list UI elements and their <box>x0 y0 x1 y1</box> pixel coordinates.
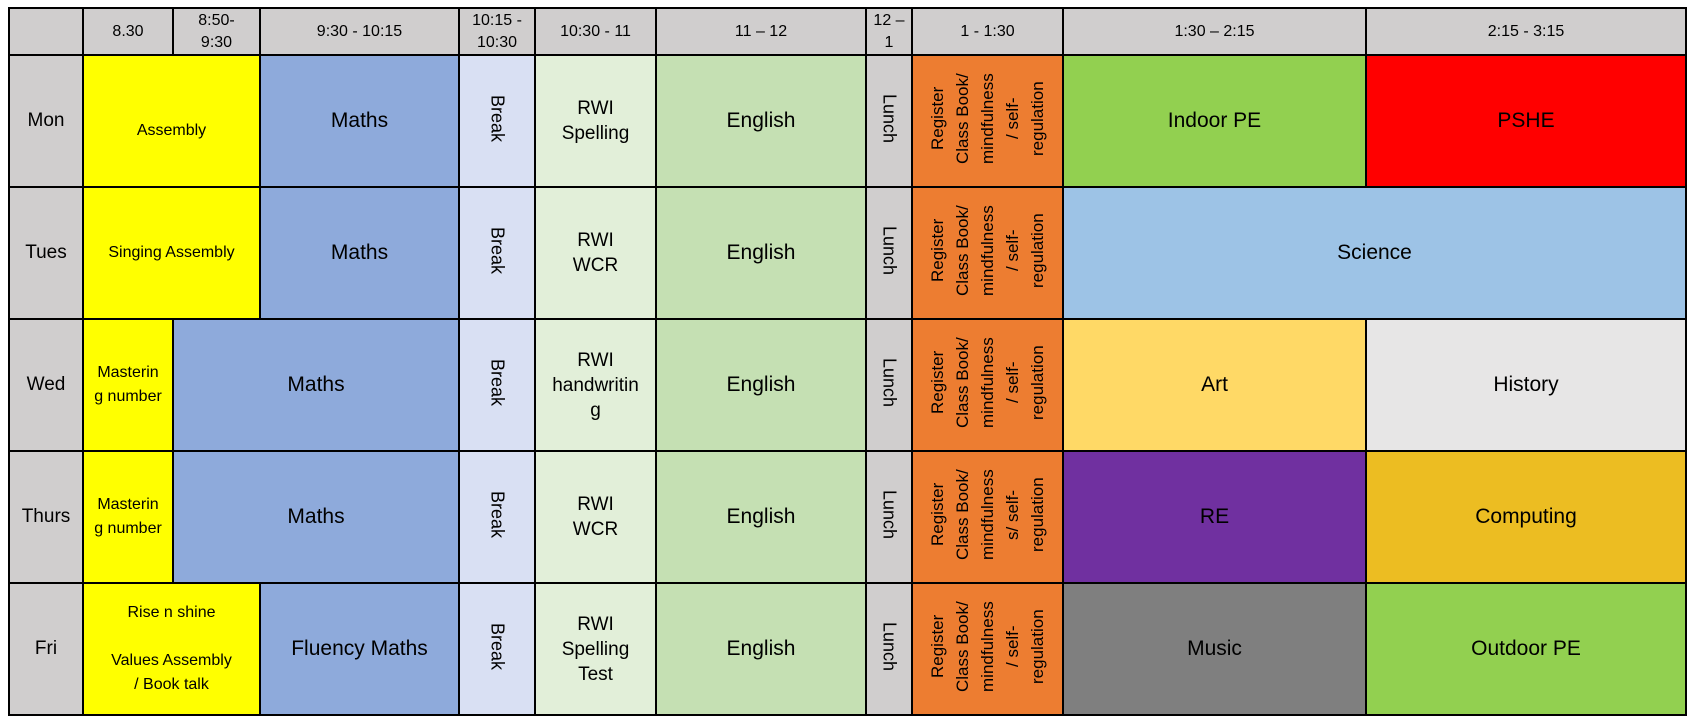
lesson-indoor-pe: Indoor PE <box>1062 54 1367 188</box>
day-label: Tues <box>8 186 84 320</box>
register-label: Register Class Book/ mindfulness s/ self… <box>928 469 1047 560</box>
register-label: Register Class Book/ mindfulness / self-… <box>928 337 1047 428</box>
lunch-label: Lunch <box>879 489 900 540</box>
lesson-art: Art <box>1062 318 1367 452</box>
day-label: Fri <box>8 582 84 716</box>
day-row-fri: Fri Rise n shine Values Assembly / Book … <box>8 582 1687 716</box>
break-label: Break <box>487 622 508 671</box>
header-time-slot: 9:30 - 10:15 <box>259 7 460 56</box>
register-cell: Register Class Book/ mindfulness s/ self… <box>911 450 1064 584</box>
register-cell: Register Class Book/ mindfulness / self-… <box>911 54 1064 188</box>
header-time-slot: 10:15 - 10:30 <box>458 7 536 56</box>
header-time-slot: 11 – 12 <box>655 7 867 56</box>
day-row-wed: Wed Masterin g number Maths Break RWI ha… <box>8 318 1687 452</box>
register-cell: Register Class Book/ mindfulness / self-… <box>911 582 1064 716</box>
register-cell: Register Class Book/ mindfulness / self-… <box>911 186 1064 320</box>
lunch-cell: Lunch <box>865 318 913 452</box>
day-row-thurs: Thurs Masterin g number Maths Break RWI … <box>8 450 1687 584</box>
header-time-slot: 2:15 - 3:15 <box>1365 7 1687 56</box>
header-time-slot: 1 - 1:30 <box>911 7 1064 56</box>
lesson-outdoor-pe: Outdoor PE <box>1365 582 1687 716</box>
register-label: Register Class Book/ mindfulness / self-… <box>928 601 1047 692</box>
break-label: Break <box>487 94 508 143</box>
lunch-cell: Lunch <box>865 186 913 320</box>
header-time-slot: 1:30 – 2:15 <box>1062 7 1367 56</box>
header-corner <box>8 7 84 56</box>
lesson-science: Science <box>1062 186 1687 320</box>
lesson-assembly: Assembly <box>82 54 261 188</box>
lunch-label: Lunch <box>879 93 900 144</box>
register-cell: Register Class Book/ mindfulness / self-… <box>911 318 1064 452</box>
lesson-mastering-number: Masterin g number <box>82 450 174 584</box>
lesson-english: English <box>655 318 867 452</box>
break-label: Break <box>487 358 508 407</box>
day-label: Thurs <box>8 450 84 584</box>
lesson-english: English <box>655 186 867 320</box>
header-time-slot: 8:50- 9:30 <box>172 7 261 56</box>
day-label: Mon <box>8 54 84 188</box>
break-cell: Break <box>458 582 536 716</box>
day-row-mon: Mon Assembly Maths Break RWI Spelling En… <box>8 54 1687 188</box>
timetable: 8.30 8:50- 9:30 9:30 - 10:15 10:15 - 10:… <box>8 7 1687 716</box>
lesson-rwi: RWI handwritin g <box>534 318 657 452</box>
lesson-mastering-number: Masterin g number <box>82 318 174 452</box>
lesson-maths: Maths <box>259 186 460 320</box>
day-label: Wed <box>8 318 84 452</box>
lesson-rwi: RWI WCR <box>534 186 657 320</box>
lunch-label: Lunch <box>879 621 900 672</box>
lunch-label: Lunch <box>879 225 900 276</box>
break-label: Break <box>487 490 508 539</box>
header-time-slot: 8.30 <box>82 7 174 56</box>
header-row: 8.30 8:50- 9:30 9:30 - 10:15 10:15 - 10:… <box>8 7 1687 56</box>
lunch-cell: Lunch <box>865 582 913 716</box>
lesson-english: English <box>655 582 867 716</box>
register-label: Register Class Book/ mindfulness / self-… <box>928 73 1047 164</box>
break-cell: Break <box>458 186 536 320</box>
lesson-re: RE <box>1062 450 1367 584</box>
lesson-rwi: RWI WCR <box>534 450 657 584</box>
lunch-cell: Lunch <box>865 450 913 584</box>
lesson-maths: Maths <box>172 450 460 584</box>
lesson-values-assembly: Rise n shine Values Assembly / Book talk <box>82 582 261 716</box>
lesson-history: History <box>1365 318 1687 452</box>
header-time-slot: 10:30 - 11 <box>534 7 657 56</box>
lesson-computing: Computing <box>1365 450 1687 584</box>
lesson-singing-assembly: Singing Assembly <box>82 186 261 320</box>
lunch-cell: Lunch <box>865 54 913 188</box>
lesson-maths: Maths <box>172 318 460 452</box>
lesson-fluency-maths: Fluency Maths <box>259 582 460 716</box>
register-label: Register Class Book/ mindfulness / self-… <box>928 205 1047 296</box>
lesson-rwi: RWI Spelling <box>534 54 657 188</box>
header-time-slot: 12 – 1 <box>865 7 913 56</box>
break-cell: Break <box>458 54 536 188</box>
lesson-rwi: RWI Spelling Test <box>534 582 657 716</box>
break-label: Break <box>487 226 508 275</box>
lesson-pshe: PSHE <box>1365 54 1687 188</box>
lesson-english: English <box>655 450 867 584</box>
lunch-label: Lunch <box>879 357 900 408</box>
lesson-music: Music <box>1062 582 1367 716</box>
lesson-maths: Maths <box>259 54 460 188</box>
day-row-tues: Tues Singing Assembly Maths Break RWI WC… <box>8 186 1687 320</box>
lesson-english: English <box>655 54 867 188</box>
break-cell: Break <box>458 450 536 584</box>
break-cell: Break <box>458 318 536 452</box>
